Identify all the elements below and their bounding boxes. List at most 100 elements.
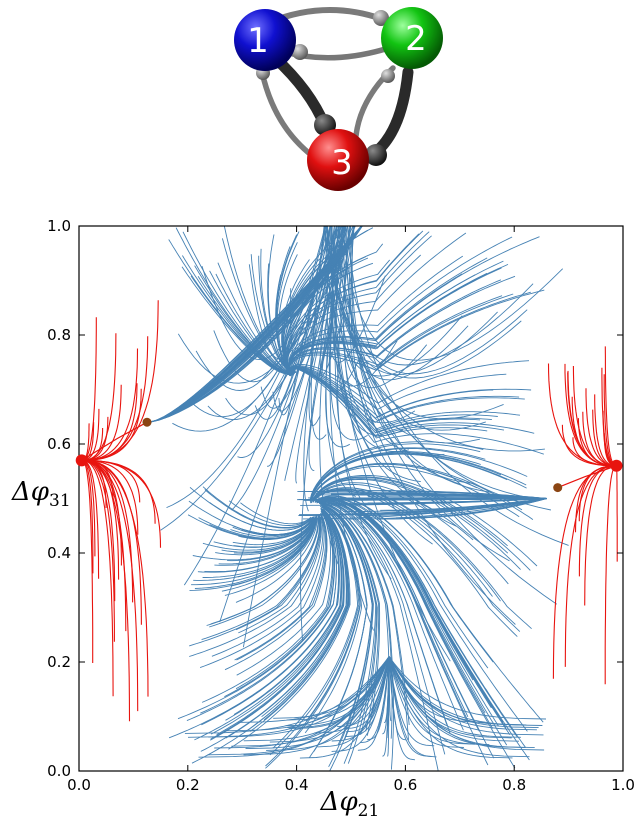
flow-streamline bbox=[232, 519, 314, 546]
flow-streamline bbox=[347, 226, 569, 546]
flow-streamline bbox=[224, 515, 328, 671]
flow-streamline bbox=[317, 499, 508, 746]
flow-streamline bbox=[263, 508, 350, 721]
flow-streamline bbox=[331, 226, 522, 379]
flow-streamline bbox=[233, 511, 342, 715]
flow-streamline bbox=[286, 366, 544, 455]
basin-streamline bbox=[564, 465, 617, 667]
node-1 bbox=[234, 9, 296, 71]
flow-streamline bbox=[237, 226, 340, 458]
node-2-label: 2 bbox=[405, 19, 427, 59]
flow-streamline bbox=[254, 226, 331, 420]
flow-streamline bbox=[348, 498, 547, 520]
y-axis-label: Δφ31 bbox=[11, 477, 71, 511]
x-axis-label: Δφ21 bbox=[320, 787, 380, 818]
flow-streamline bbox=[318, 500, 464, 731]
flow-streamline bbox=[388, 656, 435, 747]
network-motif-diagram: 1 2 3 bbox=[234, 7, 443, 191]
flow-streamline bbox=[319, 502, 410, 726]
flow-streamline bbox=[237, 517, 317, 578]
x-tick-label: 0.2 bbox=[176, 776, 200, 794]
flow-streamlines bbox=[149, 226, 569, 771]
flow-streamline bbox=[388, 656, 543, 726]
x-tick-label: 0.6 bbox=[393, 776, 417, 794]
basin-streamline bbox=[604, 465, 617, 685]
basin-streamline bbox=[81, 459, 162, 548]
flow-streamline bbox=[316, 494, 547, 499]
flow-streamline bbox=[177, 226, 356, 384]
flow-streamline bbox=[324, 226, 534, 366]
node-3-label: 3 bbox=[331, 143, 353, 183]
flow-streamline bbox=[321, 503, 381, 736]
flow-streamline bbox=[388, 656, 415, 761]
flow-streamline bbox=[381, 490, 547, 499]
flow-streamline bbox=[388, 656, 392, 722]
flow-streamline bbox=[388, 656, 475, 745]
saddle-point bbox=[142, 417, 152, 427]
flow-streamline bbox=[382, 656, 390, 735]
y-tick-label: 0.8 bbox=[47, 326, 71, 344]
flow-streamline bbox=[189, 514, 322, 657]
flow-streamline bbox=[204, 489, 313, 529]
flow-streamline bbox=[325, 226, 558, 605]
flow-streamline bbox=[303, 226, 331, 512]
basin-streamline bbox=[81, 348, 139, 461]
flow-streamline bbox=[334, 226, 392, 580]
flow-streamline bbox=[168, 239, 295, 376]
edge-knob bbox=[365, 144, 387, 166]
flow-streamline bbox=[335, 226, 528, 375]
flow-streamline bbox=[298, 498, 547, 516]
flow-streamline bbox=[149, 226, 363, 423]
flow-streamline bbox=[200, 508, 347, 752]
edge-3-1-weak bbox=[259, 69, 321, 163]
flow-streamline bbox=[338, 226, 504, 420]
plot-frame bbox=[78, 225, 624, 772]
flow-streamline bbox=[356, 498, 547, 516]
flow-streamline bbox=[388, 656, 530, 758]
flow-streamline bbox=[309, 443, 481, 500]
y-tick-label: 0.0 bbox=[47, 762, 71, 780]
flow-streamline bbox=[227, 518, 316, 562]
basin-separatrix bbox=[81, 421, 148, 461]
x-tick-label: 0.4 bbox=[285, 776, 309, 794]
flow-streamline bbox=[318, 500, 489, 766]
flow-streamline bbox=[367, 656, 390, 741]
flow-streamline bbox=[197, 518, 316, 573]
flow-streamline bbox=[345, 226, 510, 562]
flow-streamline bbox=[331, 656, 390, 742]
node-1-label: 1 bbox=[247, 21, 269, 61]
flow-streamline bbox=[149, 226, 363, 423]
flow-streamline bbox=[304, 506, 363, 734]
flow-streamline bbox=[326, 226, 516, 625]
basin-separatrix bbox=[557, 465, 617, 489]
flow-streamline bbox=[272, 506, 359, 749]
flow-streamline bbox=[228, 509, 351, 750]
flow-streamline bbox=[209, 516, 320, 628]
flow-streamline bbox=[210, 516, 319, 625]
flow-streamline bbox=[234, 514, 326, 661]
flow-streamline bbox=[388, 656, 547, 720]
flow-streamline bbox=[210, 508, 344, 735]
flow-streamline bbox=[200, 511, 337, 714]
flow-streamline bbox=[309, 441, 484, 500]
flow-streamline bbox=[149, 226, 363, 423]
flow-streamline bbox=[286, 656, 390, 721]
flow-streamline bbox=[202, 517, 317, 578]
flow-streamline bbox=[187, 514, 313, 540]
basin-streamline bbox=[577, 418, 617, 467]
flow-streamline bbox=[224, 517, 318, 596]
basin-streamline bbox=[81, 336, 149, 461]
flow-streamline bbox=[335, 498, 547, 500]
flow-streamline bbox=[238, 514, 322, 634]
flow-streamline bbox=[201, 512, 334, 703]
y-tick-label: 0.6 bbox=[47, 435, 71, 453]
flow-streamline bbox=[199, 513, 325, 669]
flow-streamline bbox=[311, 476, 508, 547]
flow-streamline bbox=[235, 517, 318, 603]
basin-streamline bbox=[585, 388, 617, 467]
flow-streamline bbox=[191, 516, 317, 586]
flow-streamline bbox=[202, 486, 312, 528]
flow-streamline bbox=[314, 497, 518, 738]
flow-streamline bbox=[201, 510, 340, 726]
